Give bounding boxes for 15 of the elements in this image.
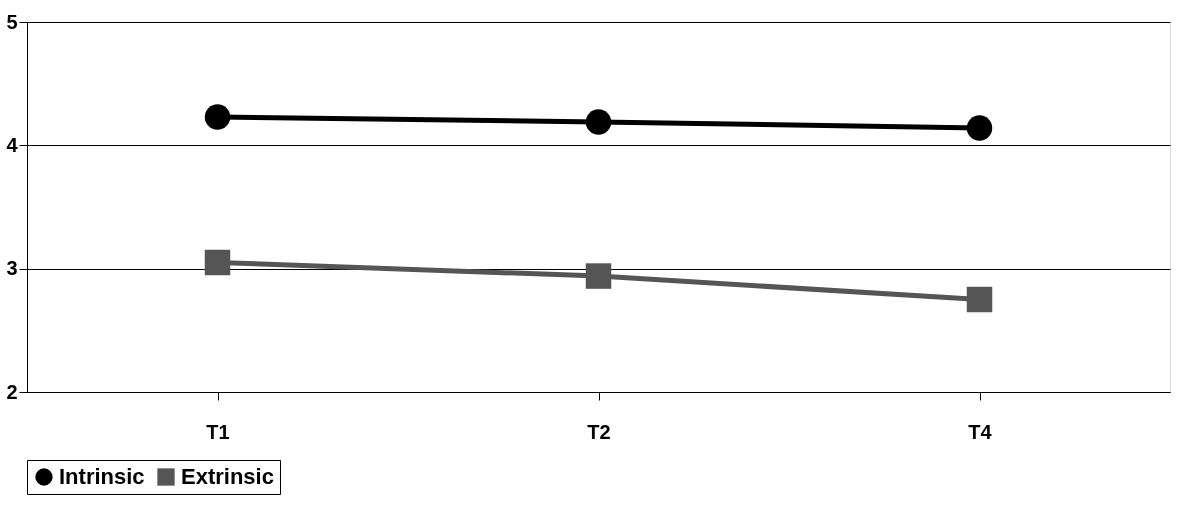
legend-label: Intrinsic (59, 464, 145, 489)
point (966, 286, 993, 313)
x-tick-label: T4 (968, 420, 993, 443)
x-tick-label: T2 (587, 420, 611, 443)
y-tick-label: 5 (6, 10, 18, 33)
point (204, 104, 231, 130)
y-tick-label: 3 (6, 257, 18, 280)
legend-label: Extrinsic (181, 464, 274, 489)
y-tick-label: 4 (6, 133, 19, 156)
point (585, 109, 612, 135)
point (585, 263, 612, 289)
x-tick-label: T1 (206, 420, 230, 443)
point (966, 115, 993, 141)
y-tick-label: 2 (6, 380, 18, 403)
point (204, 249, 231, 276)
